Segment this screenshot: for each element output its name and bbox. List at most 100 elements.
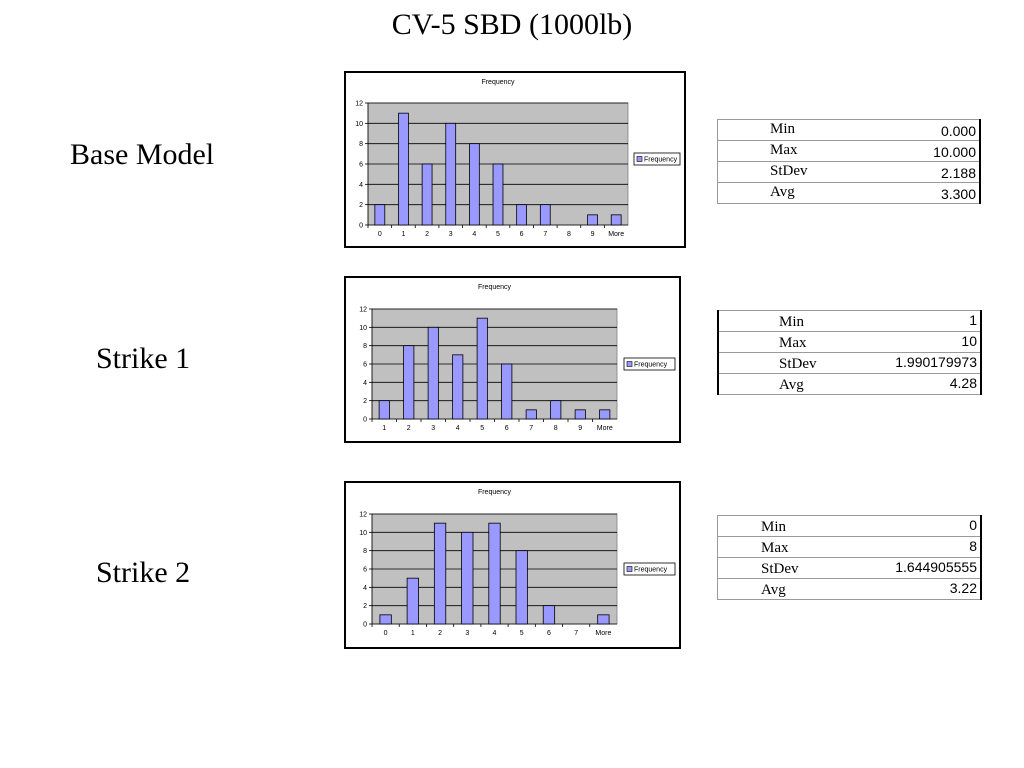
bar — [461, 531, 474, 625]
legend-box — [623, 357, 676, 371]
x-tick-label: 0 — [378, 231, 382, 238]
bar — [492, 163, 504, 226]
bar — [501, 363, 513, 420]
stat-value: 3.22 — [845, 578, 981, 600]
stat-value: 2.188 — [888, 161, 980, 183]
y-tick-label: 12 — [355, 101, 363, 108]
bar — [406, 577, 419, 625]
bar — [587, 214, 598, 226]
chart-frame-strike-1: Frequency 0 2 4 6 8 10 12 1 2 3 4 5 6 7 8 9 More Frequency — [344, 276, 681, 443]
bar — [374, 204, 386, 226]
y-tick-label: 8 — [359, 141, 363, 148]
bar — [452, 354, 464, 420]
x-tick-label: 8 — [554, 425, 558, 432]
bar — [378, 400, 390, 420]
row-label-strike-2: Strike 2 — [96, 556, 191, 589]
legend-box — [633, 152, 681, 166]
x-tick-label: 6 — [505, 425, 509, 432]
bar — [550, 400, 562, 420]
y-tick-label: 6 — [363, 567, 367, 574]
row-label-strike-1: Strike 1 — [96, 342, 191, 375]
x-tick-label: 1 — [402, 231, 406, 238]
x-tick-label: 1 — [411, 630, 415, 637]
y-tick-label: 4 — [363, 380, 367, 387]
bar — [445, 122, 457, 226]
stat-label: Avg — [717, 578, 846, 600]
stat-label: Min — [718, 310, 859, 332]
stat-value: 4.28 — [858, 373, 981, 395]
bar — [597, 614, 610, 625]
bar — [403, 345, 415, 420]
stats-row: Min 0 — [717, 515, 981, 537]
stat-label: Min — [717, 119, 889, 141]
stat-label: Max — [717, 140, 889, 162]
x-tick-label: 4 — [493, 630, 497, 637]
y-tick-label: 0 — [363, 417, 367, 424]
x-tick-label: More — [597, 425, 613, 432]
bar — [379, 614, 392, 625]
stat-label: StDev — [717, 557, 846, 579]
bar — [539, 204, 551, 226]
x-tick-label: More — [608, 231, 624, 238]
stats-row: Min 0.000 — [717, 119, 980, 141]
y-tick-label: 6 — [359, 162, 363, 169]
x-tick-label: 5 — [480, 425, 484, 432]
x-tick-label: 2 — [407, 425, 411, 432]
bar — [398, 112, 409, 226]
legend-swatch — [626, 361, 633, 367]
stats-table-strike-1: Min 1 Max 10 StDev 1.990179973 Avg 4.28 — [717, 310, 982, 395]
x-tick-label: 2 — [438, 630, 442, 637]
x-tick-label: 3 — [449, 231, 453, 238]
stat-label: StDev — [718, 352, 859, 374]
slide-title: CV-5 SBD (1000lb) — [391, 8, 633, 41]
x-tick-label: 4 — [456, 425, 460, 432]
bar — [488, 522, 501, 625]
y-tick-label: 12 — [359, 307, 367, 314]
stats-row: Max 8 — [717, 536, 981, 558]
chart-title: Frequency — [478, 284, 512, 291]
y-tick-label: 2 — [363, 398, 367, 405]
bar — [516, 204, 528, 226]
stat-value: 0 — [845, 515, 981, 537]
y-tick-label: 10 — [359, 325, 367, 332]
stat-label: Min — [717, 515, 846, 537]
stat-value: 1.990179973 — [858, 352, 981, 374]
bar — [469, 143, 480, 226]
bar — [574, 409, 586, 420]
y-tick-label: 4 — [359, 182, 363, 189]
stats-table-base-model: Min 0.000 Max 10.000 StDev 2.188 Avg 3.300 — [717, 119, 981, 204]
stats-row: Avg 3.22 — [717, 578, 981, 600]
x-tick-label: 2 — [425, 231, 429, 238]
bar — [610, 214, 622, 226]
y-tick-label: 0 — [359, 223, 363, 230]
x-tick-label: 0 — [384, 630, 388, 637]
legend-label: Frequency — [634, 567, 668, 574]
x-tick-label: 5 — [496, 231, 500, 238]
x-tick-label: 7 — [529, 425, 533, 432]
y-tick-label: 6 — [363, 362, 367, 369]
y-tick-label: 2 — [363, 603, 367, 610]
y-tick-label: 8 — [363, 343, 367, 350]
legend-label: Frequency — [634, 362, 668, 369]
stats-row: Avg 3.300 — [717, 182, 980, 204]
y-tick-label: 10 — [359, 530, 367, 537]
stat-label: Max — [717, 536, 846, 558]
stats-row: Max 10.000 — [717, 140, 980, 162]
bar — [542, 605, 556, 625]
stat-value: 10.000 — [888, 140, 980, 162]
bar — [525, 409, 537, 420]
legend-swatch — [636, 156, 643, 162]
stats-row: Max 10 — [718, 331, 981, 353]
stat-label: StDev — [717, 161, 889, 183]
stats-table-strike-2: Min 0 Max 8 StDev 1.644905555 Avg 3.22 — [717, 515, 982, 600]
legend-swatch — [626, 566, 633, 572]
bar — [421, 163, 433, 226]
stat-value: 0.000 — [888, 119, 980, 141]
stats-row: Avg 4.28 — [718, 373, 981, 395]
y-tick-label: 8 — [363, 548, 367, 555]
x-tick-label: 7 — [543, 231, 547, 238]
chart-title: Frequency — [481, 79, 515, 86]
stats-row: Min 1 — [718, 310, 981, 332]
